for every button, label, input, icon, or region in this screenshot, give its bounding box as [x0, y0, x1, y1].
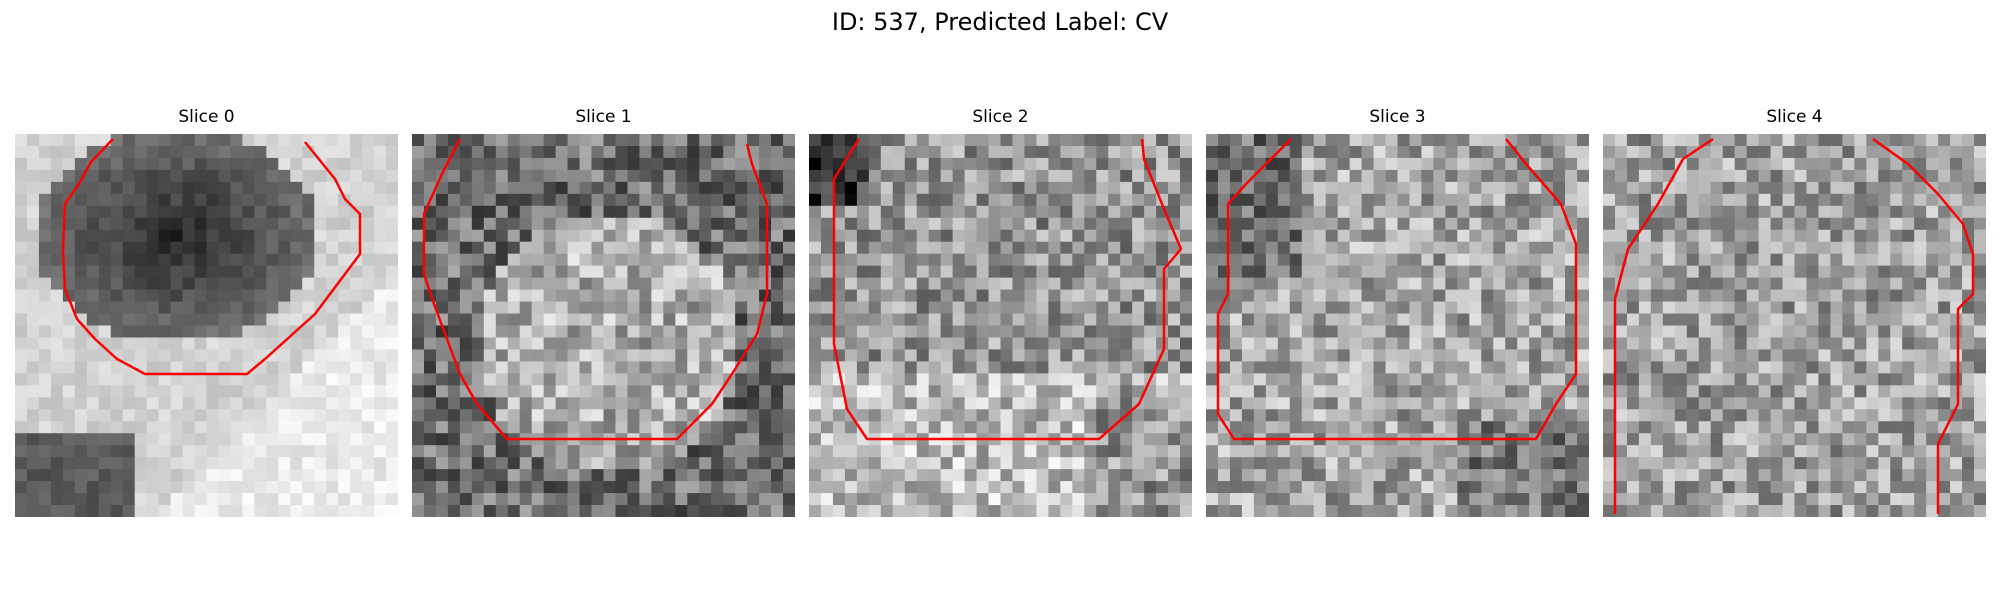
segmentation-contour-0 — [61, 138, 362, 376]
slice-panel-3: Slice 3 — [1206, 104, 1589, 530]
slice-title-0: Slice 0 — [178, 107, 235, 127]
segmentation-contour-4b — [1872, 137, 1975, 514]
segmentation-contour-1 — [422, 138, 769, 441]
slice-image-4 — [1603, 134, 1986, 517]
slice-title-2: Slice 2 — [972, 107, 1029, 127]
segmentation-contour-3 — [1216, 138, 1578, 441]
segmentation-contour-2 — [832, 138, 1183, 441]
slice-title-4: Slice 4 — [1766, 107, 1823, 127]
slice-panel-4: Slice 4 — [1603, 104, 1986, 530]
slice-image-0 — [15, 134, 398, 517]
slice-panel-1: Slice 1 — [412, 104, 795, 530]
slice-image-3 — [1206, 134, 1589, 517]
slice-panel-0: Slice 0 — [15, 104, 398, 530]
slice-panel-2: Slice 2 — [809, 104, 1192, 530]
segmentation-contour-4 — [1613, 137, 1714, 514]
slice-title-1: Slice 1 — [575, 107, 632, 127]
figure-title: ID: 537, Predicted Label: CV — [831, 8, 1169, 36]
slice-image-2 — [809, 134, 1192, 517]
slice-image-1 — [412, 134, 795, 517]
slice-title-3: Slice 3 — [1369, 107, 1426, 127]
